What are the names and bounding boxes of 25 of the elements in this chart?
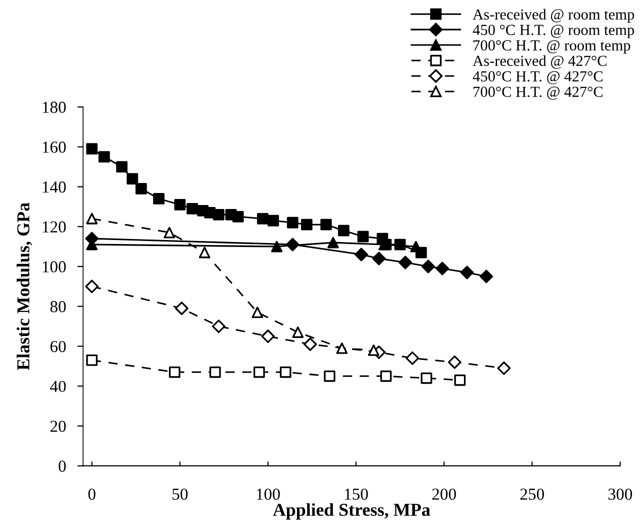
- x-tick-label: 200: [432, 488, 456, 500]
- y-axis-title: Elastic Modulus, GPa: [16, 202, 32, 370]
- y-tick-label: 100: [42, 261, 66, 272]
- x-tick-label: 300: [608, 488, 632, 500]
- legend-label: 450 °C H.T. @ room temp: [472, 24, 634, 38]
- y-tick-label: 180: [42, 102, 66, 113]
- legend-label: As-received @ 427°C: [472, 55, 606, 69]
- y-tick-label: 0: [58, 460, 66, 472]
- y-tick-label: 20: [50, 420, 66, 432]
- y-tick-label: 40: [50, 380, 66, 392]
- legend-label: As-received @ room temp: [472, 8, 634, 23]
- y-tick-label: 80: [50, 301, 66, 312]
- x-axis-title: Applied Stress, MPa: [272, 503, 430, 520]
- y-tick-label: 160: [42, 142, 66, 153]
- x-tick-label: 0: [88, 488, 96, 500]
- x-tick-label: 150: [344, 488, 368, 500]
- y-tick-label: 140: [42, 181, 66, 193]
- x-tick-label: 100: [256, 488, 280, 500]
- legend-label: 450°C H.T. @ 427°C: [472, 71, 603, 84]
- y-tick-label: 120: [42, 221, 66, 233]
- x-tick-label: 50: [172, 488, 188, 500]
- y-tick-label: 60: [50, 340, 66, 352]
- x-tick-label: 250: [520, 488, 544, 500]
- legend-label: 700°C H.T. @ 427°C: [474, 86, 603, 100]
- legend-label: 700°C H.T. @ room temp: [474, 40, 630, 54]
